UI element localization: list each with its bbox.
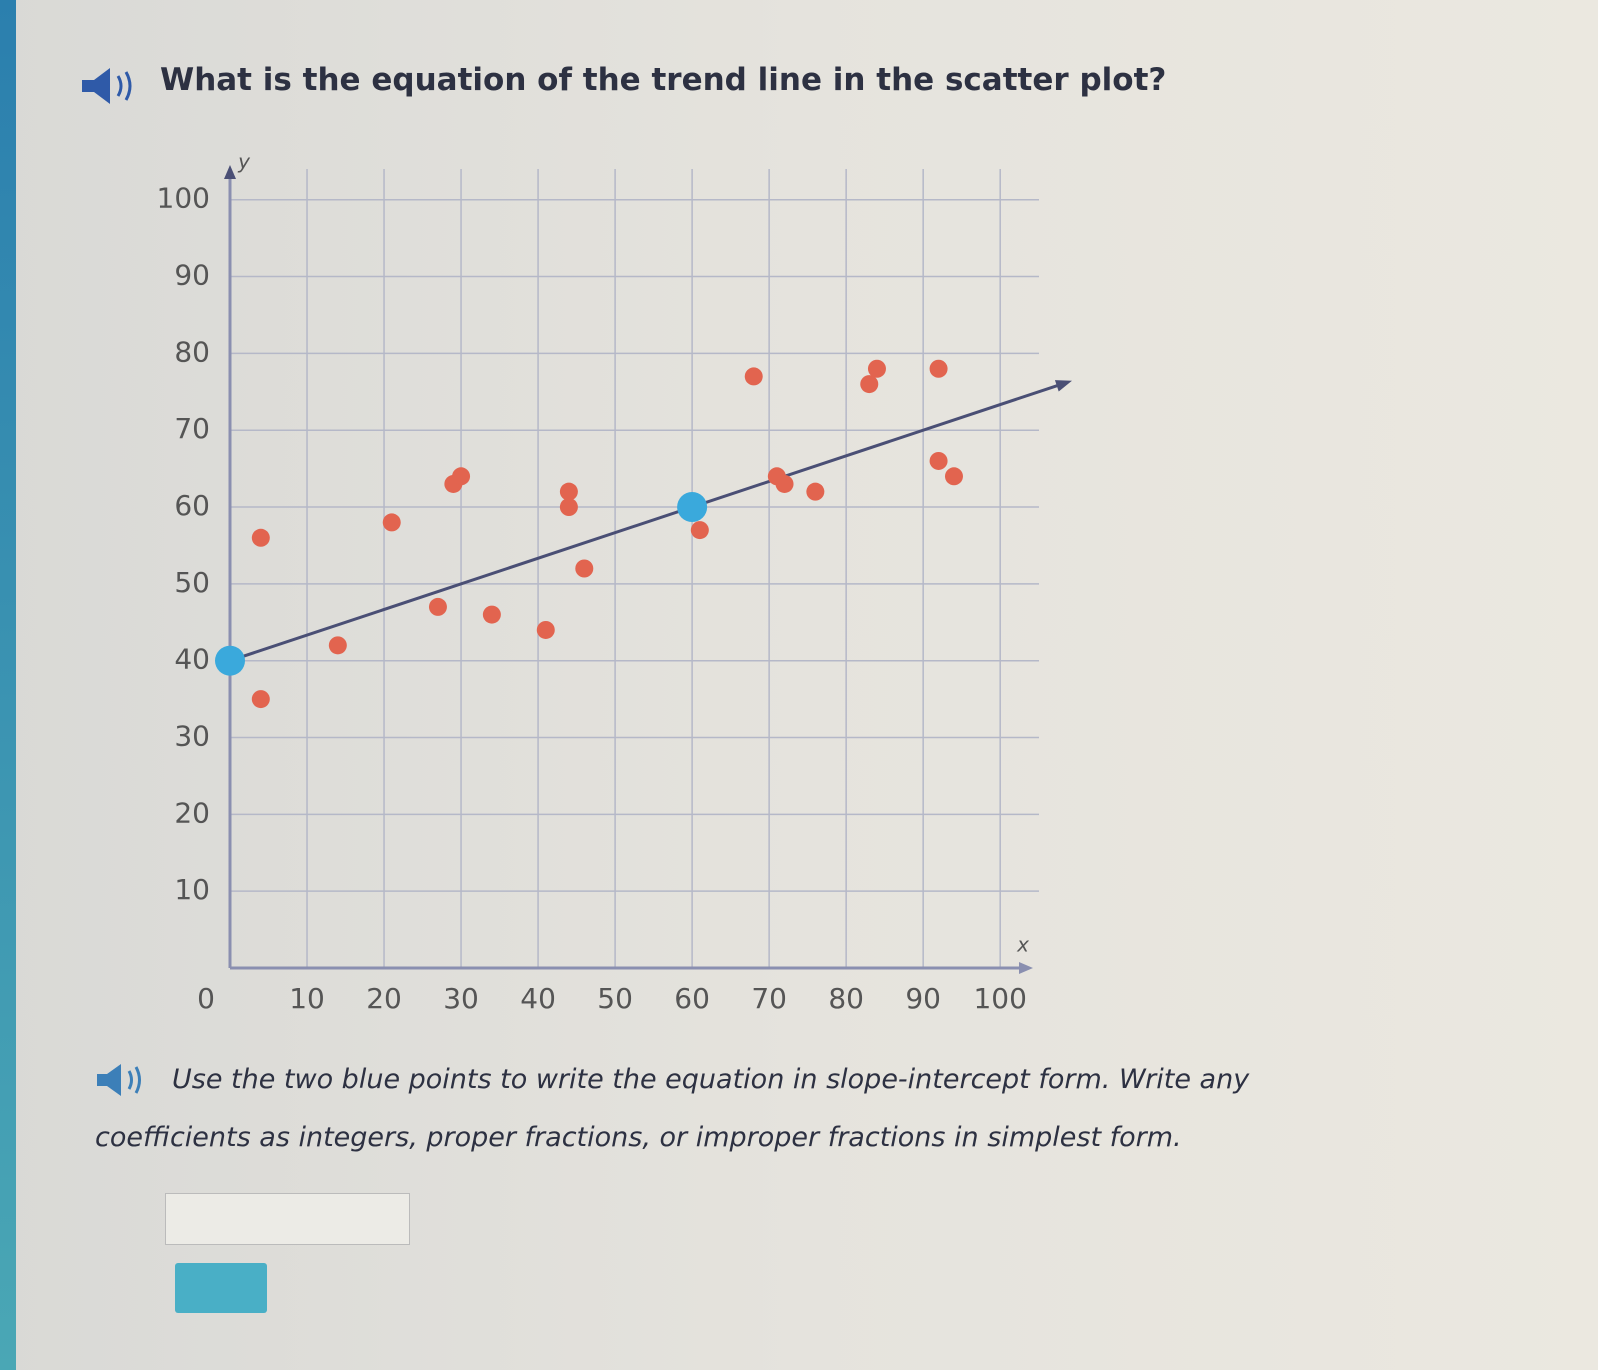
data-point xyxy=(251,690,270,709)
trend-line-arrow xyxy=(1054,380,1072,392)
data-point xyxy=(944,467,963,486)
x-tick-label: 100 xyxy=(973,982,1026,1015)
blue-point xyxy=(215,645,245,676)
data-point xyxy=(575,559,594,578)
y-axis-label: y xyxy=(237,150,251,174)
side-strip xyxy=(0,0,16,1370)
speaker-icon[interactable] xyxy=(80,66,140,106)
data-point xyxy=(806,482,825,501)
data-point xyxy=(328,636,347,655)
x-axis-label: x xyxy=(1016,933,1029,957)
y-tick-label: 70 xyxy=(174,412,210,445)
y-tick-label: 10 xyxy=(174,873,210,906)
data-point xyxy=(382,513,401,532)
y-tick-label: 80 xyxy=(174,335,210,368)
data-point xyxy=(929,451,948,470)
data-point xyxy=(744,367,763,386)
x-tick-label: 30 xyxy=(443,982,479,1015)
x-tick-label: 70 xyxy=(751,982,787,1015)
y-axis-arrow xyxy=(224,165,236,179)
data-point xyxy=(251,528,270,547)
y-tick-label: 40 xyxy=(174,643,210,676)
data-point xyxy=(559,498,578,517)
submit-button[interactable] xyxy=(175,1263,267,1313)
data-point xyxy=(929,359,948,378)
question: What is the equation of the trend line i… xyxy=(160,62,1167,98)
x-tick-label: 20 xyxy=(366,982,402,1015)
data-point xyxy=(690,521,709,540)
data-point xyxy=(559,482,578,501)
x-tick-label: 90 xyxy=(905,982,941,1015)
trend-line xyxy=(229,382,1063,663)
x-tick-label: 50 xyxy=(597,982,633,1015)
data-point xyxy=(775,474,794,493)
data-point xyxy=(860,375,879,394)
instruction-line: coefficients as integers, proper fractio… xyxy=(95,1122,1182,1153)
x-tick-label: 10 xyxy=(289,982,325,1015)
y-tick-label: 20 xyxy=(174,796,210,829)
y-tick-label: 60 xyxy=(174,489,210,522)
y-tick-label: 90 xyxy=(174,259,210,292)
answer-input[interactable] xyxy=(165,1193,410,1245)
speaker-icon[interactable] xyxy=(95,1062,155,1098)
data-point xyxy=(452,467,471,486)
y-tick-label: 30 xyxy=(174,720,210,753)
data-point xyxy=(867,359,886,378)
chart: 10 20 30 40 50 60 70 80 90 100 0 10 20 30 40 50 60 70 80 90… xyxy=(157,150,1072,1015)
blue-point xyxy=(677,492,708,523)
x-tick-label: 60 xyxy=(674,982,710,1015)
data-point xyxy=(482,605,501,624)
x-tick-label: 0 xyxy=(197,982,215,1015)
data-point xyxy=(428,597,447,616)
x-tick-label: 80 xyxy=(828,982,864,1015)
y-tick-label: 50 xyxy=(174,566,210,599)
y-tick-label: 100 xyxy=(157,182,210,215)
instruction-line: Use the two blue points to write the equ… xyxy=(172,1064,1250,1095)
data-point xyxy=(536,620,555,639)
x-axis-arrow xyxy=(1019,962,1033,974)
x-tick-label: 40 xyxy=(520,982,556,1015)
